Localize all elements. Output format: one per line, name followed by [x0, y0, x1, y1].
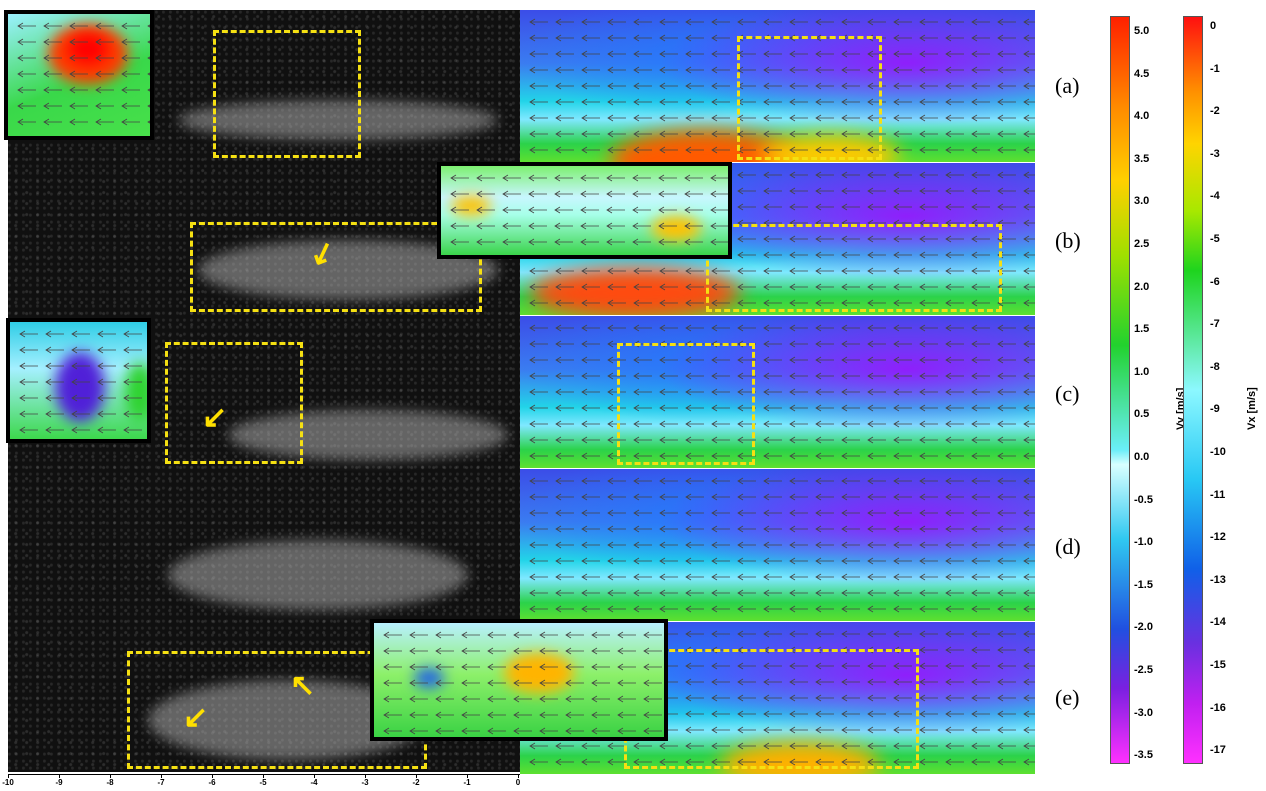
colorbar-vx-tick-label: -17	[1210, 744, 1226, 757]
x-axis-tick	[416, 774, 417, 778]
x-axis-tick-label: -9	[55, 778, 63, 787]
highlight-box-e-right	[624, 649, 919, 769]
x-axis-tick	[212, 774, 213, 778]
panel-label-b: (b)	[1055, 228, 1081, 253]
panel-label-a: (a)	[1055, 73, 1080, 98]
colorbar-vx-tick-label: -8	[1210, 360, 1220, 373]
colorbar-vy-tick-label: -2.5	[1134, 664, 1153, 676]
colorbar-vy-tick-label: -0.5	[1134, 493, 1153, 506]
x-axis-tick-label: -1	[463, 778, 471, 787]
highlight-box-b-left	[190, 222, 482, 312]
highlight-box-c-left	[165, 342, 303, 464]
panel-label-d: (d)	[1055, 534, 1081, 559]
x-axis-tick	[263, 774, 264, 778]
colorbar-vx-tick-label: -14	[1210, 616, 1226, 629]
colorbar-vx-tick-label: -16	[1210, 701, 1226, 714]
x-axis-tick	[110, 774, 111, 778]
colorbar-vx-tick-label: -13	[1210, 573, 1226, 586]
vector-arrows	[383, 631, 662, 735]
x-axis-tick-label: -7	[157, 778, 165, 787]
x-axis-tick	[59, 774, 60, 778]
flow-direction-arrow: ↙	[202, 401, 228, 434]
zoom-inset-c	[6, 318, 151, 443]
colorbar-vy-tick-label: 1.5	[1134, 323, 1150, 336]
panel-label-c: (c)	[1055, 381, 1080, 406]
velocity-field-panel-d	[520, 469, 1035, 621]
colorbar-vy-tick-label: 2.5	[1134, 238, 1150, 250]
colorbar-vy-tick-label: 0.0	[1134, 451, 1150, 463]
colorbar-vx-tick-label: -5	[1210, 233, 1220, 245]
colorbar-vy-tick-label: -3.0	[1134, 706, 1153, 719]
colorbar-vy-tick-label: 4.5	[1134, 67, 1150, 80]
x-axis-tick-label: -2	[412, 778, 420, 787]
colorbar-vy-tick-label: -3.5	[1134, 749, 1153, 762]
colorbar-vy-tick-label: 5.0	[1134, 25, 1150, 37]
x-axis-tick-label: -4	[310, 778, 318, 787]
colorbar-vx-tick-label: -2	[1210, 105, 1220, 118]
zoom-inset-a	[4, 10, 154, 140]
vector-arrows	[450, 174, 728, 246]
colorbar-vx-tick-label: -3	[1210, 147, 1220, 160]
x-axis-tick	[8, 774, 9, 778]
colorbar-vy-tick-label: -1.0	[1134, 536, 1153, 549]
highlight-box-a-left	[213, 30, 361, 158]
colorbar-vx-tick-label: 0	[1210, 20, 1217, 32]
colorbar-vy-tick-label: 0.5	[1134, 408, 1150, 421]
colorbar-vy-tick-label: -2.0	[1134, 621, 1153, 634]
colorbar-vx-tick-label: -1	[1210, 62, 1220, 75]
vector-arrows	[17, 22, 150, 126]
panel-label-e: (e)	[1055, 685, 1080, 710]
colorbar-vx	[1183, 16, 1203, 764]
x-axis-tick-label: -8	[106, 778, 114, 787]
x-axis-tick-label: -6	[208, 778, 216, 787]
colorbar-vx-tick-label: -11	[1210, 488, 1226, 501]
colorbar-vx-title: Vx [m/s]	[1246, 387, 1258, 430]
x-axis-tick	[467, 774, 468, 778]
flow-direction-arrow: ↖	[290, 669, 316, 702]
colorbar-vx-tick-label: -4	[1210, 190, 1220, 203]
colorbar-vx-tick-label: -15	[1210, 659, 1226, 671]
colorbar-vy-tick-label: -1.5	[1134, 578, 1153, 591]
x-axis-tick	[518, 774, 519, 778]
x-axis-tick-label: -5	[259, 778, 267, 787]
velocity-field-panel-a	[520, 10, 1035, 162]
vector-arrows	[529, 324, 1035, 460]
colorbar-vy-tick-label: 3.0	[1134, 195, 1150, 208]
x-axis-line	[8, 774, 520, 775]
colorbar-vy-tick-label: 4.0	[1134, 110, 1150, 123]
colorbar-vx-tick-label: -10	[1210, 446, 1226, 458]
colorbar-vy-tick-label: 3.5	[1134, 152, 1150, 165]
x-axis-tick-label: -3	[361, 778, 369, 787]
x-axis-tick	[365, 774, 366, 778]
vector-arrows	[529, 18, 1035, 154]
x-axis-tick-label: -10	[2, 778, 14, 787]
flow-direction-arrow: ↙	[183, 701, 209, 734]
highlight-box-c-right	[617, 343, 755, 465]
colorbar-vx-tick-label: -7	[1210, 318, 1220, 331]
zoom-inset-b	[437, 162, 732, 259]
velocity-field-panel-c	[520, 316, 1035, 468]
colorbar-vx-tick-label: -9	[1210, 403, 1220, 416]
x-axis-tick	[161, 774, 162, 778]
vector-arrows	[529, 477, 1035, 613]
highlight-box-b-right	[706, 224, 1002, 312]
x-axis-tick	[314, 774, 315, 778]
x-axis-tick-label: 0	[515, 778, 521, 787]
vector-arrows	[19, 330, 142, 434]
colorbar-vx-tick-label: -12	[1210, 531, 1226, 544]
colorbar-vy	[1110, 16, 1130, 764]
colorbar-vx-tick-label: -6	[1210, 275, 1220, 288]
colorbar-vy-tick-label: 2.0	[1134, 280, 1150, 293]
highlight-box-a-right	[737, 36, 882, 160]
zoom-inset-e	[370, 619, 668, 741]
colorbar-vy-tick-label: 1.0	[1134, 365, 1150, 378]
